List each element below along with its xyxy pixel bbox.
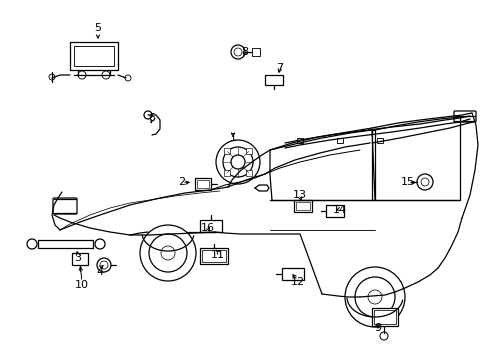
Bar (72, 253, 88, 265)
Bar (224, 148, 230, 154)
Circle shape (143, 111, 152, 119)
Text: 6: 6 (148, 113, 155, 123)
Circle shape (234, 48, 242, 56)
Bar (224, 170, 230, 176)
Text: 15: 15 (400, 177, 414, 187)
Bar (264, 75, 283, 85)
Circle shape (97, 258, 111, 272)
Bar (245, 148, 251, 154)
Circle shape (100, 261, 108, 269)
Text: 13: 13 (292, 190, 306, 200)
Bar (336, 138, 342, 143)
Bar (200, 220, 222, 232)
Bar (373, 310, 395, 324)
FancyBboxPatch shape (53, 198, 77, 214)
Circle shape (49, 74, 55, 80)
Bar (70, 42, 118, 70)
Bar (296, 138, 303, 143)
Text: 2: 2 (178, 177, 185, 187)
Text: 14: 14 (332, 205, 346, 215)
Text: 10: 10 (75, 280, 89, 290)
Text: 5: 5 (94, 23, 102, 33)
Circle shape (230, 45, 244, 59)
Bar (200, 248, 227, 264)
Text: 1: 1 (229, 133, 236, 143)
Circle shape (27, 239, 37, 249)
Circle shape (420, 178, 428, 186)
Circle shape (230, 155, 244, 169)
Bar (371, 308, 397, 326)
Bar (202, 250, 225, 262)
Text: 4: 4 (96, 267, 103, 277)
Bar (293, 200, 311, 212)
Bar (195, 178, 210, 190)
Circle shape (125, 75, 131, 81)
Text: 8: 8 (241, 47, 248, 57)
Circle shape (95, 239, 105, 249)
Bar (376, 138, 382, 143)
Circle shape (223, 147, 252, 177)
Text: 12: 12 (290, 277, 305, 287)
Circle shape (102, 71, 110, 79)
Circle shape (78, 71, 86, 79)
Circle shape (216, 140, 260, 184)
Circle shape (416, 174, 432, 190)
Circle shape (379, 332, 387, 340)
Bar (295, 202, 309, 210)
Text: 11: 11 (210, 250, 224, 260)
Bar (197, 180, 208, 188)
Bar (74, 46, 114, 66)
Text: 16: 16 (201, 223, 215, 233)
Text: 7: 7 (276, 63, 283, 73)
Bar (282, 268, 304, 280)
Bar (245, 170, 251, 176)
FancyBboxPatch shape (453, 111, 475, 122)
Bar (251, 48, 260, 56)
Bar (325, 205, 343, 217)
Text: 9: 9 (374, 323, 381, 333)
Text: 3: 3 (74, 253, 81, 263)
